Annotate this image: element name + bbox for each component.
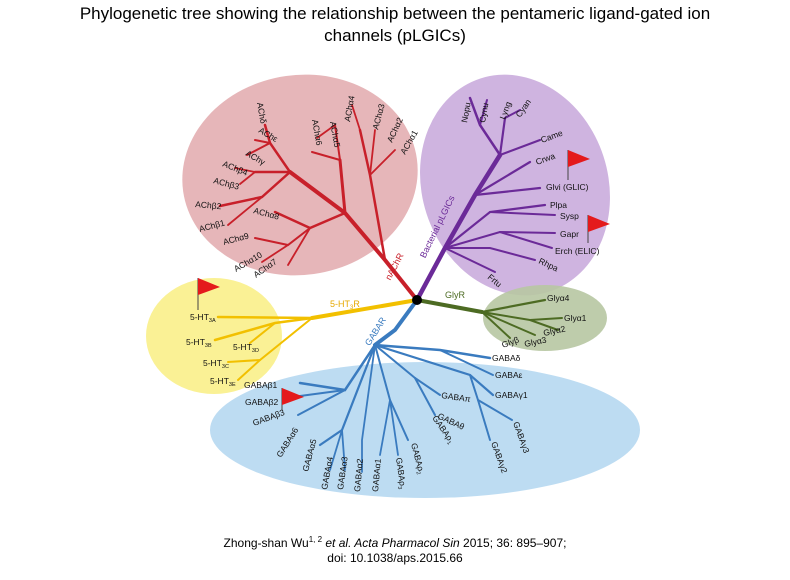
leaf-gly-alpha4: Glyα4 <box>547 293 570 303</box>
leaf-gaba-delta: GABAδ <box>492 353 521 363</box>
leaf-5ht3c-sub: 3C <box>222 364 229 370</box>
leaf-5ht3a: 5-HT3A <box>190 312 216 324</box>
leaf-cynu: Cynu <box>477 102 490 124</box>
glyr-cluster-background <box>483 285 607 351</box>
ht3r-label-main: 5-HT <box>330 299 351 309</box>
leaf-gaba-rho2-sub: 2 <box>415 471 422 476</box>
root-node <box>412 295 422 305</box>
leaf-ach-alpha4: AChα4 <box>342 95 356 123</box>
gabar-cluster-background <box>210 362 640 498</box>
leaf-5ht3d-sub: 3D <box>252 348 259 354</box>
gabar-branches <box>284 298 513 473</box>
leaf-ach-alpha6: AChα6 <box>310 119 324 147</box>
leaf-gly-alpha1: Glyα1 <box>564 313 587 323</box>
citation-ref: 2015; 36: 895–907; <box>459 536 567 550</box>
leaf-gaba-rho3-base: GABAρ <box>394 457 408 487</box>
flag-glvi-glic <box>567 150 590 180</box>
leaf-ach-alpha5: AChα5 <box>328 121 342 149</box>
ht3r-cluster-background <box>146 278 282 394</box>
citation-etal: et al. <box>322 536 352 550</box>
leaf-sysp: Sysp <box>560 211 579 221</box>
leaf-gaba-beta2: GABAβ2 <box>245 397 279 407</box>
citation-doi: doi: 10.1038/aps.2015.66 <box>327 551 463 565</box>
leaf-gaba-rho3-sub: 3 <box>396 486 402 490</box>
leaf-gapr: Gapr <box>560 229 579 239</box>
bacterial-cluster-background <box>420 74 610 296</box>
leaf-gly-alpha3: Glyα3 <box>523 334 547 348</box>
leaf-5ht3d-base: 5-HT <box>233 342 252 352</box>
leaf-nopu: Nopu <box>459 101 472 123</box>
leaf-5ht3b-sub: 3B <box>205 343 212 349</box>
leaf-gaba-beta1: GABAβ1 <box>244 380 278 390</box>
flag-5ht3a <box>197 278 220 310</box>
citation: Zhong-shan Wu1, 2 et al. Acta Pharmacol … <box>0 532 790 566</box>
leaf-5ht3e-base: 5-HT <box>210 376 229 386</box>
glyr-branches <box>415 298 563 339</box>
leaf-gaba-rho3: GABAρ3 <box>392 457 408 490</box>
leaf-gaba-pi: GABAπ <box>441 390 472 404</box>
citation-journal: Acta Pharmacol Sin <box>351 536 460 550</box>
group-label-glyr: GlyR <box>445 290 466 300</box>
leaf-gaba-alpha2: GABAα2 <box>352 458 365 492</box>
leaf-gaba-epsilon: GABAε <box>495 370 523 380</box>
citation-line-1: Zhong-shan Wu1, 2 et al. Acta Pharmacol … <box>0 532 790 551</box>
ht3r-leaf-labels: 5-HT3A 5-HT3B 5-HT3D 5-HT3C 5-HT3E <box>186 312 259 388</box>
leaf-erch-elic: Erch (ELIC) <box>555 246 600 256</box>
leaf-gaba-rho1-sub: 1 <box>445 440 452 446</box>
leaf-gaba-alpha1: GABAα1 <box>370 458 383 492</box>
figure-title: Phylogenetic tree showing the relationsh… <box>0 3 790 47</box>
group-label-nachr: nAChR <box>383 251 406 282</box>
figure-title-line-2: channels (pLGICs) <box>324 26 466 45</box>
leaf-ach-delta: AChδ <box>255 102 269 125</box>
figure-title-line-1: Phylogenetic tree showing the relationsh… <box>79 4 711 23</box>
bacterial-branches <box>414 96 556 303</box>
nachr-cluster-background <box>182 74 418 276</box>
ht3r-label-end: R <box>353 299 360 309</box>
leaf-5ht3a-sub: 3A <box>209 318 216 324</box>
leaf-ach-beta2: AChβ2 <box>195 199 222 211</box>
ht3r-branches <box>213 298 419 381</box>
leaf-5ht3b: 5-HT3B <box>186 337 212 349</box>
leaf-5ht3a-base: 5-HT <box>190 312 209 322</box>
flag-gabab3 <box>281 388 304 410</box>
nachr-branches <box>218 104 419 302</box>
flag-erch-elic <box>587 215 610 243</box>
citation-author: Zhong-shan Wu <box>223 536 309 550</box>
leaf-5ht3c-base: 5-HT <box>203 358 222 368</box>
leaf-gaba-alpha3: GABAα3 <box>335 456 350 491</box>
citation-author-sup: 1, 2 <box>308 535 323 544</box>
leaf-5ht3e-sub: 3E <box>229 382 236 388</box>
ht3r-label-sub: 3 <box>350 305 354 311</box>
leaf-5ht3b-base: 5-HT <box>186 337 205 347</box>
leaf-plpa: Plpa <box>550 200 567 210</box>
leaf-gly-alpha2: Glyα2 <box>542 323 566 337</box>
leaf-gaba-gamma1: GABAγ1 <box>495 390 528 400</box>
leaf-5ht3c: 5-HT3C <box>203 358 229 370</box>
leaf-glvi-glic: Glvi (GLIC) <box>546 182 589 192</box>
leaf-5ht3d: 5-HT3D <box>233 342 259 354</box>
group-label-ht3r: 5-HT3R <box>330 299 360 311</box>
leaf-5ht3e: 5-HT3E <box>210 376 236 388</box>
